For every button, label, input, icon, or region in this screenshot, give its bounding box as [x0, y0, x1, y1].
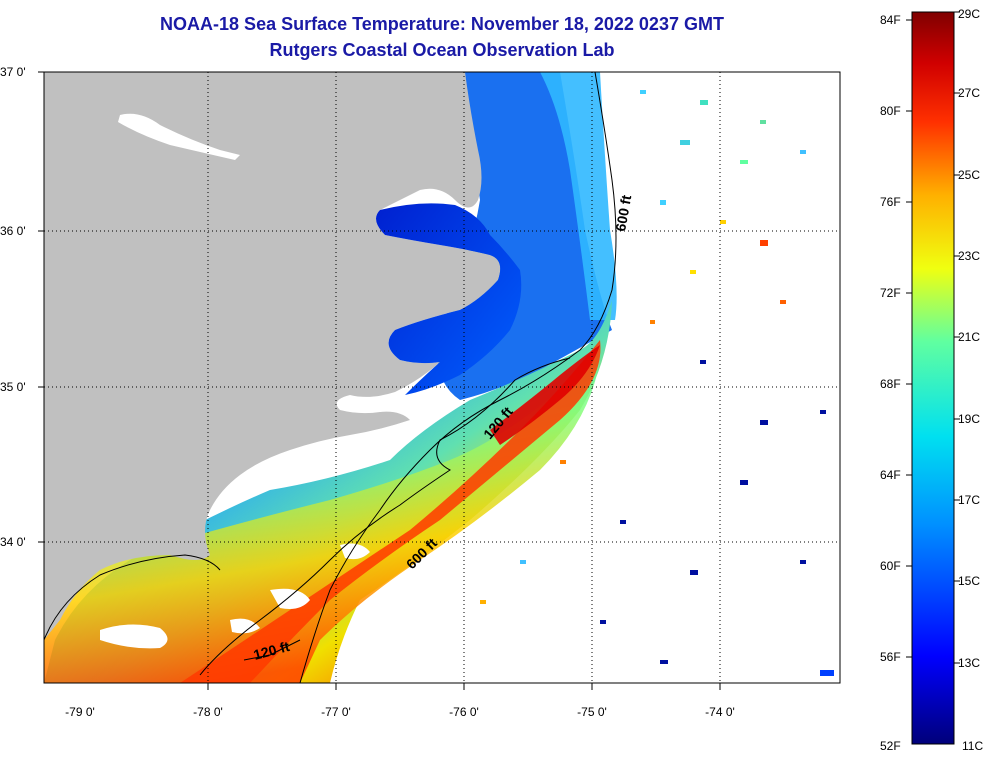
cb-c-27: 27C [958, 86, 980, 100]
cb-f-76: 76F [880, 195, 901, 209]
lat-label-34: 34 0' [0, 535, 26, 549]
lat-label-37: 37 0' [0, 65, 26, 79]
lon-label-75: -75 0' [577, 705, 607, 719]
cb-f-56: 56F [880, 650, 901, 664]
cb-c-23: 23C [958, 249, 980, 263]
plot-frame [43, 71, 841, 684]
bathymetry-contours [44, 72, 617, 683]
cb-c-15: 15C [958, 574, 980, 588]
lon-label-77: -77 0' [321, 705, 351, 719]
cloud-patches [100, 113, 370, 649]
cb-c-17: 17C [958, 493, 980, 507]
cb-c-11: 11C [962, 739, 983, 753]
cb-f-52: 52F [880, 739, 901, 753]
sst-offshore-cyan [540, 72, 617, 320]
cb-f-68: 68F [880, 377, 901, 391]
contour-label-600ft-north: 600 ft [612, 193, 634, 232]
cb-c-19: 19C [958, 412, 980, 426]
cb-f-84: 84F [880, 13, 901, 27]
land-mass [44, 72, 501, 640]
colorbar [911, 11, 955, 745]
albemarle-pamlico-sound [376, 203, 522, 395]
cb-f-60: 60F [880, 559, 901, 573]
lon-label-78: -78 0' [193, 705, 223, 719]
cb-f-80: 80F [880, 104, 901, 118]
axis-ticks [38, 71, 721, 690]
cb-c-25: 25C [958, 168, 980, 182]
colorbar-celsius-labels: 29C 27C 25C 23C 21C 19C 17C 15C 13C 11C [958, 7, 983, 753]
lat-label-36: 36 0' [0, 224, 26, 238]
lon-label-76: -76 0' [449, 705, 479, 719]
lon-label-79: -79 0' [65, 705, 95, 719]
map-title: NOAA-18 Sea Surface Temperature: Novembe… [160, 14, 724, 34]
cb-c-13: 13C [958, 656, 980, 670]
lat-lon-grid [44, 72, 840, 683]
lat-label-35: 35 0' [0, 380, 26, 394]
cb-c-29: 29C [958, 7, 980, 21]
cb-c-21: 21C [958, 330, 980, 344]
lon-label-74: -74 0' [705, 705, 735, 719]
map-subtitle: Rutgers Coastal Ocean Observation Lab [269, 40, 615, 60]
sst-hot-core [490, 345, 600, 445]
offshore-sst-speckles [480, 90, 834, 676]
cb-f-64: 64F [880, 468, 901, 482]
cb-f-72: 72F [880, 286, 901, 300]
colorbar-fahrenheit-labels: 84F 80F 76F 72F 68F 64F 60F 56F 52F [880, 13, 901, 753]
sst-south-band [44, 360, 600, 683]
colorbar-ticks [906, 11, 960, 664]
